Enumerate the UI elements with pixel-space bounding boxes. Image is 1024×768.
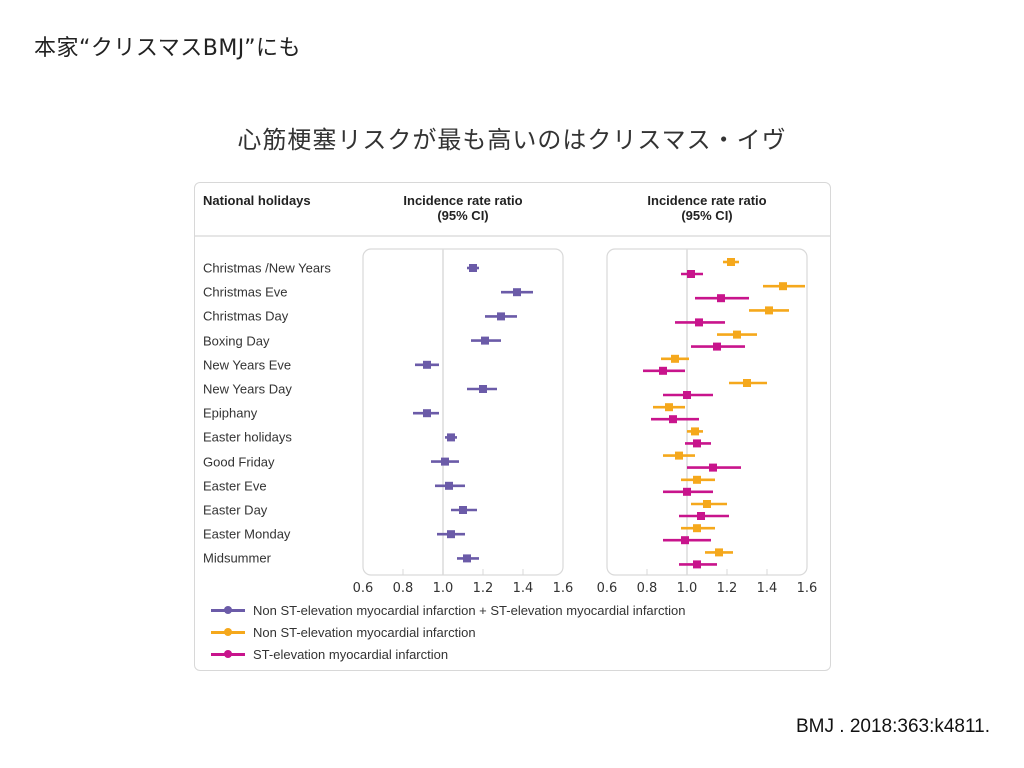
point-estimate-stemi xyxy=(713,342,721,351)
point-estimate-nstemi xyxy=(743,379,751,387)
forest-plot-figure: National holidays Incidence rate ratio (… xyxy=(194,182,831,671)
table-header: National holidays Incidence rate ratio (… xyxy=(195,183,830,237)
x-tick-label: 0.6 xyxy=(597,581,618,596)
holiday-label: Christmas Eve xyxy=(203,284,288,300)
point-estimate-combined xyxy=(497,312,505,321)
point-estimate-nstemi xyxy=(691,427,699,436)
slide-subtitle: 心筋梗塞リスクが最も高いのはクリスマス・イヴ xyxy=(237,126,787,154)
x-tick-label: 1.2 xyxy=(717,581,738,596)
holiday-label: Christmas /New Years xyxy=(203,260,331,276)
point-estimate-stemi xyxy=(693,560,701,569)
point-estimate-combined xyxy=(481,336,489,345)
point-estimate-stemi xyxy=(687,270,695,278)
legend-item-combined: Non ST-elevation myocardial infarction +… xyxy=(211,599,685,621)
panel-frame-right xyxy=(606,248,808,576)
x-tick-label: 0.8 xyxy=(637,581,658,596)
point-estimate-stemi xyxy=(695,318,703,327)
legend-line-dot-icon xyxy=(211,604,245,616)
legend-line-dot-icon xyxy=(211,648,245,660)
holiday-label: Christmas Day xyxy=(203,308,289,324)
point-estimate-nstemi xyxy=(715,548,723,557)
point-estimate-nstemi xyxy=(693,524,701,533)
header-irr-right-line2: (95% CI) xyxy=(681,208,733,223)
header-irr-left-line1: Incidence rate ratio xyxy=(403,193,523,208)
x-tick-label: 1.2 xyxy=(473,581,494,596)
point-estimate-nstemi xyxy=(779,282,787,291)
legend-swatch-dot xyxy=(224,628,232,636)
holiday-label: Boxing Day xyxy=(203,333,270,349)
legend-line-dot-icon xyxy=(211,626,245,638)
point-estimate-combined xyxy=(459,506,467,514)
legend-label: ST-elevation myocardial infarction xyxy=(253,646,449,662)
legend: Non ST-elevation myocardial infarction +… xyxy=(211,599,685,665)
point-estimate-stemi xyxy=(659,366,667,375)
legend-label: Non ST-elevation myocardial infarction xyxy=(253,624,476,640)
point-estimate-nstemi xyxy=(727,258,735,266)
header-irr-right-line1: Incidence rate ratio xyxy=(647,193,767,208)
point-estimate-stemi xyxy=(683,487,691,496)
point-estimate-combined xyxy=(469,264,477,272)
x-tick-label: 1.0 xyxy=(433,581,454,596)
holiday-label: Easter Eve xyxy=(203,478,267,494)
holiday-label: Epiphany xyxy=(203,405,258,421)
citation: BMJ . 2018:363:k4811. xyxy=(796,716,990,737)
holiday-label: Midsummer xyxy=(203,550,271,566)
point-estimate-combined xyxy=(441,457,449,466)
header-national-holidays: National holidays xyxy=(203,193,311,208)
point-estimate-combined xyxy=(513,288,521,297)
header-irr-left: Incidence rate ratio (95% CI) xyxy=(378,193,548,223)
point-estimate-combined xyxy=(423,409,431,418)
forest-plot-area: 0.6 0.8 1.0 1.2 1.4 1.6 0.6 0.8 1.0 1.2 1.4 1.6 xyxy=(353,248,818,596)
point-estimate-combined xyxy=(447,530,455,539)
slide-title: 本家“クリスマスBMJ”にも xyxy=(34,36,302,61)
legend-item-stemi: ST-elevation myocardial infarction xyxy=(211,643,685,665)
x-tick-label: 1.6 xyxy=(553,581,574,596)
point-estimate-nstemi xyxy=(665,403,673,412)
point-estimate-nstemi xyxy=(693,475,701,484)
x-tick-label: 0.8 xyxy=(393,581,414,596)
point-estimate-combined xyxy=(445,481,453,490)
point-estimate-combined xyxy=(447,433,455,442)
x-tick-label: 1.6 xyxy=(797,581,818,596)
point-estimate-stemi xyxy=(669,415,677,424)
x-tick-label: 1.4 xyxy=(757,581,778,596)
panel-frame-left xyxy=(362,248,564,576)
point-estimate-combined xyxy=(423,360,431,369)
point-estimate-nstemi xyxy=(671,354,679,363)
x-tick-label: 1.0 xyxy=(677,581,698,596)
holiday-label: Easter Monday xyxy=(203,526,291,542)
holiday-label: Easter holidays xyxy=(203,429,292,445)
x-tick-label: 1.4 xyxy=(513,581,534,596)
point-estimate-stemi xyxy=(681,536,689,545)
holiday-label: Easter Day xyxy=(203,502,268,518)
holiday-label: New Years Eve xyxy=(203,357,292,373)
point-estimate-combined xyxy=(479,385,487,393)
holiday-label: Good Friday xyxy=(203,454,275,470)
holiday-label: New Years Day xyxy=(203,381,292,397)
point-estimate-stemi xyxy=(683,391,691,399)
point-estimate-stemi xyxy=(709,463,717,472)
header-irr-right: Incidence rate ratio (95% CI) xyxy=(622,193,792,223)
legend-swatch-dot xyxy=(224,650,232,658)
point-estimate-nstemi xyxy=(765,306,773,315)
header-irr-left-line2: (95% CI) xyxy=(437,208,489,223)
point-estimate-nstemi xyxy=(703,500,711,508)
legend-label: Non ST-elevation myocardial infarction +… xyxy=(253,602,686,618)
point-estimate-stemi xyxy=(697,512,705,520)
point-estimate-stemi xyxy=(717,294,725,303)
point-estimate-nstemi xyxy=(733,330,741,339)
point-estimate-stemi xyxy=(693,439,701,448)
legend-swatch-dot xyxy=(224,606,232,614)
point-estimate-combined xyxy=(463,554,471,563)
point-estimate-nstemi xyxy=(675,451,683,460)
x-tick-label: 0.6 xyxy=(353,581,374,596)
legend-item-nstemi: Non ST-elevation myocardial infarction xyxy=(211,621,685,643)
